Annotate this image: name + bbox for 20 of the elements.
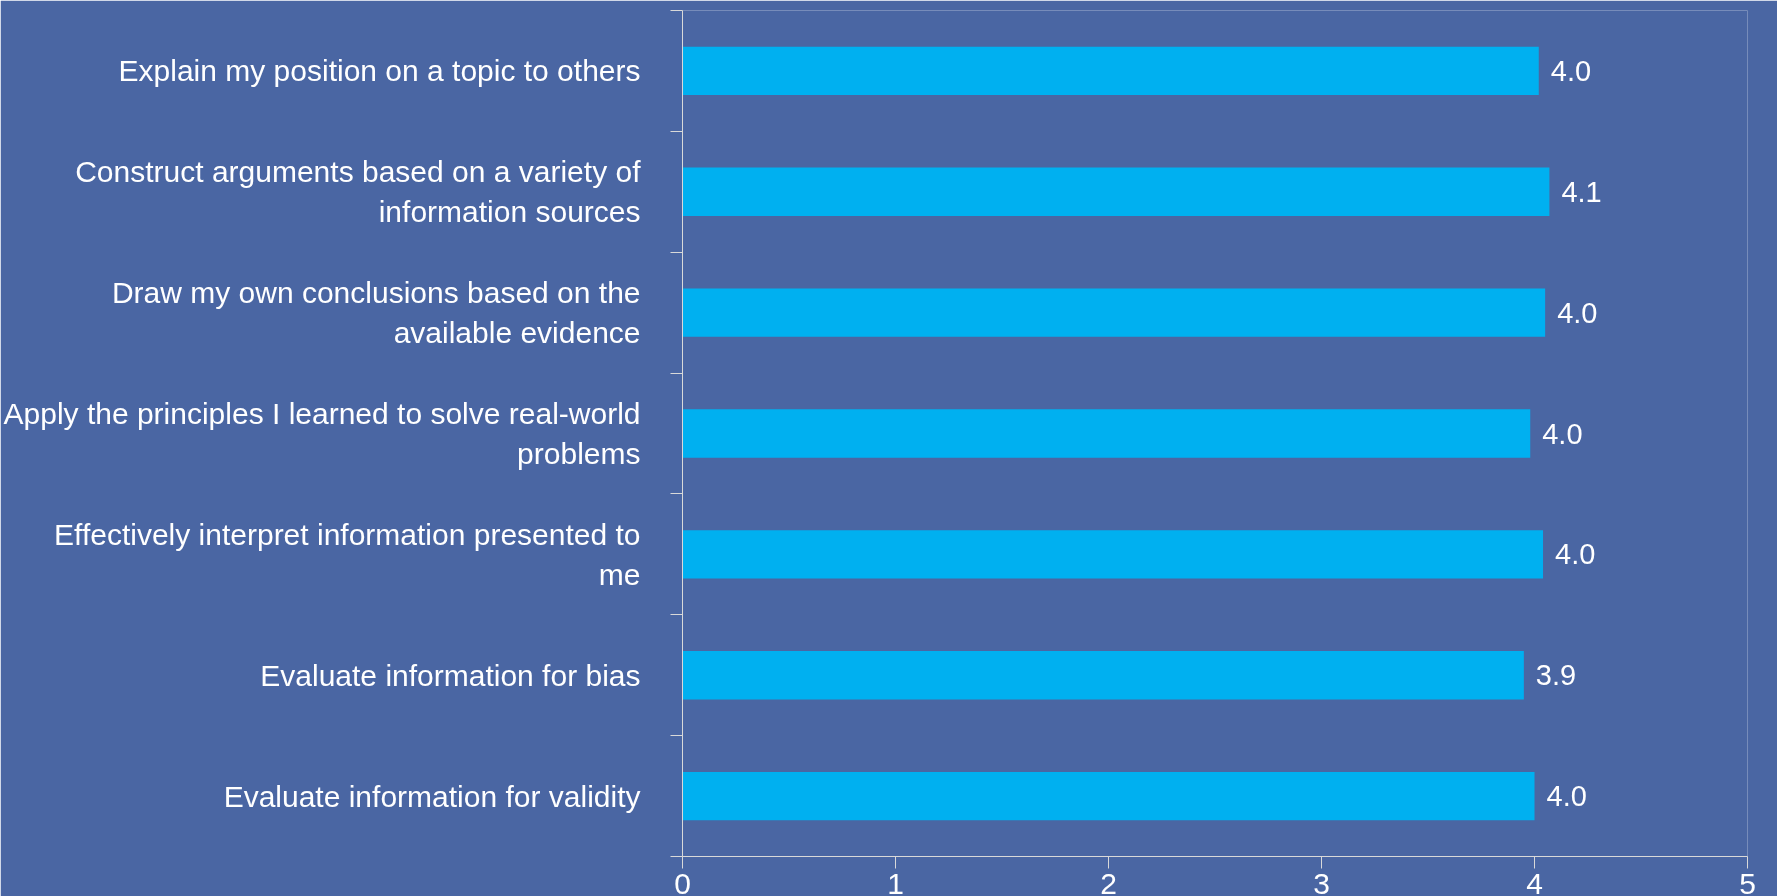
y-tick-label: Draw my own conclusions based on the available evidence xyxy=(111,276,641,349)
x-tick-label: 3 xyxy=(1313,866,1330,896)
y-tick-label: Construct arguments based on a variety of information sources xyxy=(75,155,642,229)
data-label: 4.0 xyxy=(1550,54,1592,87)
y-tick-label: Apply the principles I learned to solve real-world problems xyxy=(3,397,641,470)
x-tick-label: 0 xyxy=(674,866,691,896)
x-tick-label: 1 xyxy=(887,866,904,896)
x-tick-label: 2 xyxy=(1100,866,1117,896)
y-tick-label: Evaluate information for bias xyxy=(260,658,641,692)
data-label: 4.0 xyxy=(1557,296,1598,329)
y-tick-label: Effectively interpret information presented to me xyxy=(54,518,641,591)
data-label: 4.1 xyxy=(1561,175,1602,208)
data-label: 4.0 xyxy=(1555,538,1596,571)
data-label: 4.0 xyxy=(1542,417,1583,450)
x-tick-label: 4 xyxy=(1526,866,1543,896)
x-tick-label: 5 xyxy=(1739,866,1756,896)
y-tick-label: Explain my position on a topic to others xyxy=(118,54,641,88)
y-tick-label: Evaluate information for validity xyxy=(223,779,641,813)
data-label: 3.9 xyxy=(1535,659,1577,692)
data-label: 4.0 xyxy=(1546,780,1587,813)
